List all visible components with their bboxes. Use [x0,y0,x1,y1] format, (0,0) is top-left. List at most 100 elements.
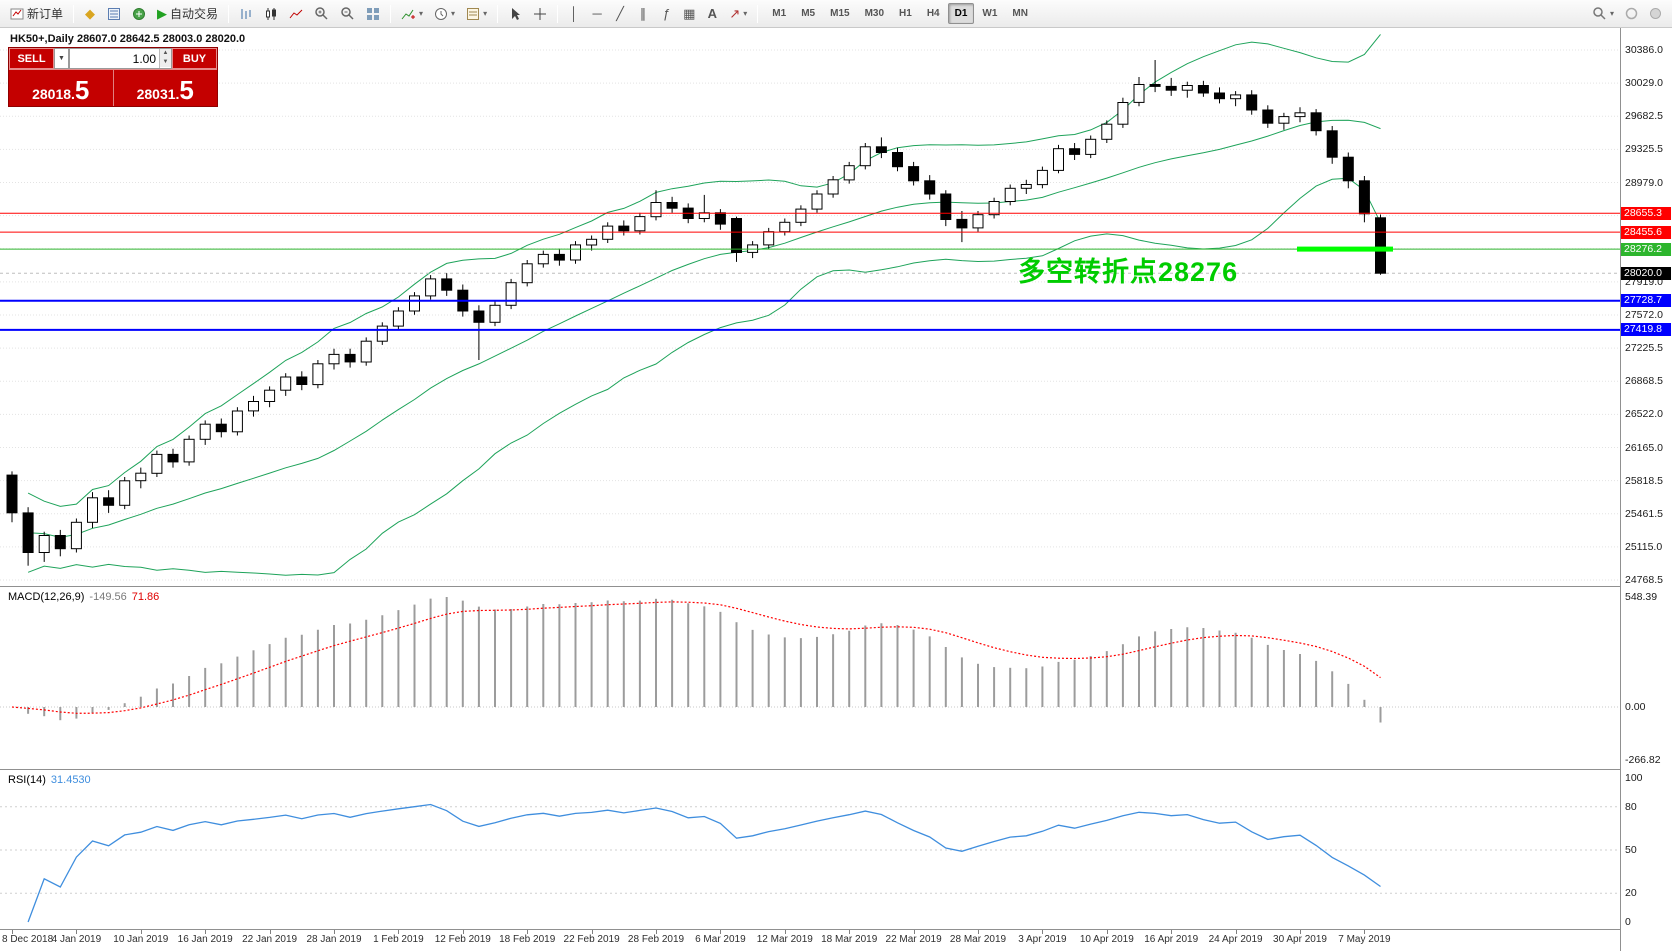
date-tick [1235,930,1237,934]
tile-windows-button[interactable] [361,2,385,26]
date-tick [1106,930,1108,934]
line-chart-mode-button[interactable] [284,2,308,26]
profile-button[interactable] [1644,2,1667,26]
date-tick [527,930,529,934]
one-click-trading-panel: SELL ▼ 1.00 ▲ ▼ BUY 28018. 5 28031. 5 [8,47,218,107]
date-tick [398,930,400,934]
new-order-button[interactable]: 新订单 [5,2,68,26]
timeframe-m15-button[interactable]: M15 [830,8,850,19]
zoom-in-button[interactable] [309,2,334,26]
clock-icon [435,7,448,20]
macd-signal-value: 71.86 [131,591,160,603]
indicators-icon [401,9,416,19]
grid-tool[interactable]: ▦ [678,2,700,26]
timeframe-m30-button[interactable]: M30 [864,8,885,19]
volume-spinner[interactable]: ▲ ▼ [159,49,171,68]
channel-icon: ∥ [639,6,647,21]
timeframe-mn-button[interactable]: MN [1012,8,1028,19]
date-tick [591,930,593,934]
periods-button[interactable]: ▾ [429,2,460,26]
buy-price-big: 5 [179,75,194,105]
toolbar-separator [73,4,75,23]
cursor-tool-button[interactable] [503,2,527,26]
buy-price[interactable]: 28031. 5 [114,70,218,106]
volume-dropdown[interactable]: ▼ [54,48,69,69]
crosshair-tool-button[interactable] [528,2,552,26]
timeframe-m1-button[interactable]: M1 [772,8,787,19]
macd-histogram [27,597,1382,723]
market-watch-button[interactable]: ◆ [79,2,101,26]
highlight-segment[interactable] [1297,246,1393,252]
dropdown-caret: ▾ [419,9,424,18]
pane-separator[interactable] [0,769,1672,770]
price-axis-tick: 25818.5 [1625,474,1663,487]
date-label: 28 Feb 2019 [627,934,685,945]
candlestick-icon [266,7,277,20]
macd-indicator-label: MACD(12,26,9) -149.56 71.86 [8,591,159,603]
vertical-line-tool[interactable]: │ [563,2,585,26]
rsi-pane[interactable] [0,770,1620,929]
trade-controls-row: SELL ▼ 1.00 ▲ ▼ BUY [9,48,217,69]
search-button[interactable]: ▾ [1587,2,1619,26]
rsi-axis-label: 80 [1625,801,1637,813]
text-tool[interactable]: A [701,2,723,26]
date-label: 16 Apr 2019 [1144,934,1199,945]
price-axis-tick: 27572.0 [1625,309,1663,321]
date-tick [1171,930,1173,934]
macd-axis-label: 0.00 [1625,701,1646,713]
macd-signal-line [11,601,1381,714]
candle-chart-mode-button[interactable] [259,2,283,26]
indicators-button[interactable]: ▾ [396,2,428,26]
timeframe-w1-button[interactable]: W1 [982,8,998,19]
toolbar-separator [228,4,230,23]
date-tick [140,930,142,934]
quote-title: HK50+,Daily 28607.0 28642.5 28003.0 2802… [10,33,246,45]
data-window-button[interactable] [102,2,126,26]
timeframe-d1-button[interactable]: D1 [947,3,975,24]
navigator-button[interactable] [127,2,151,26]
horizontal-line-tool[interactable]: ─ [586,2,608,26]
price-axis-tick: 30029.0 [1625,77,1663,90]
dropdown-caret: ▾ [1609,9,1614,18]
volume-input[interactable]: 1.00 ▲ ▼ [69,48,172,69]
timeframe-m5-button[interactable]: M5 [801,8,816,19]
zoom-out-button[interactable] [335,2,360,26]
timeframe-h4-button[interactable]: H4 [926,8,940,19]
sell-button[interactable]: SELL [9,48,54,69]
macd-pane[interactable] [0,587,1620,769]
main-chart[interactable] [0,28,1620,586]
toolbar-separator [390,4,392,23]
pane-separator[interactable] [0,586,1672,587]
price-axis-tick: 24768.5 [1625,574,1663,586]
arrows-tool[interactable]: ↗ ▾ [724,2,752,26]
channel-tool[interactable]: ∥ [632,2,654,26]
community-button[interactable] [1620,2,1643,26]
bar-chart-mode-button[interactable] [234,2,258,26]
date-tick [1300,930,1301,934]
spin-up-icon[interactable]: ▲ [160,49,171,58]
timeframe-h1-button[interactable]: H1 [899,8,912,19]
autotrading-button[interactable]: ▶ 自动交易 [152,2,223,26]
trendline-tool[interactable]: ╱ [609,2,631,26]
date-axis-separator [0,929,1672,930]
rsi-axis-label: 50 [1625,844,1637,856]
date-tick [334,930,335,934]
templates-button[interactable]: ▾ [461,2,492,26]
autotrading-label: 自动交易 [170,7,219,21]
level-lines[interactable] [0,212,1620,331]
trendline-icon: ╱ [616,6,624,21]
buy-button[interactable]: BUY [172,48,217,69]
macd-axis-label: 548.39 [1625,591,1658,603]
fibonacci-tool[interactable]: ƒ [655,2,677,26]
date-label: 18 Mar 2019 [821,934,878,945]
price-axis-tick: 30386.0 [1625,44,1663,56]
date-tick [913,930,915,934]
sell-price[interactable]: 28018. 5 [9,70,114,106]
zoom-in-icon [315,7,328,20]
date-label: 30 Apr 2019 [1273,934,1327,945]
rsi-axis-label: 20 [1625,887,1637,899]
spin-down-icon[interactable]: ▼ [160,58,171,67]
level-price-badge: 27419.8 [1621,323,1671,337]
vertical-line-icon: │ [570,6,579,21]
new-order-label: 新订单 [27,7,64,21]
